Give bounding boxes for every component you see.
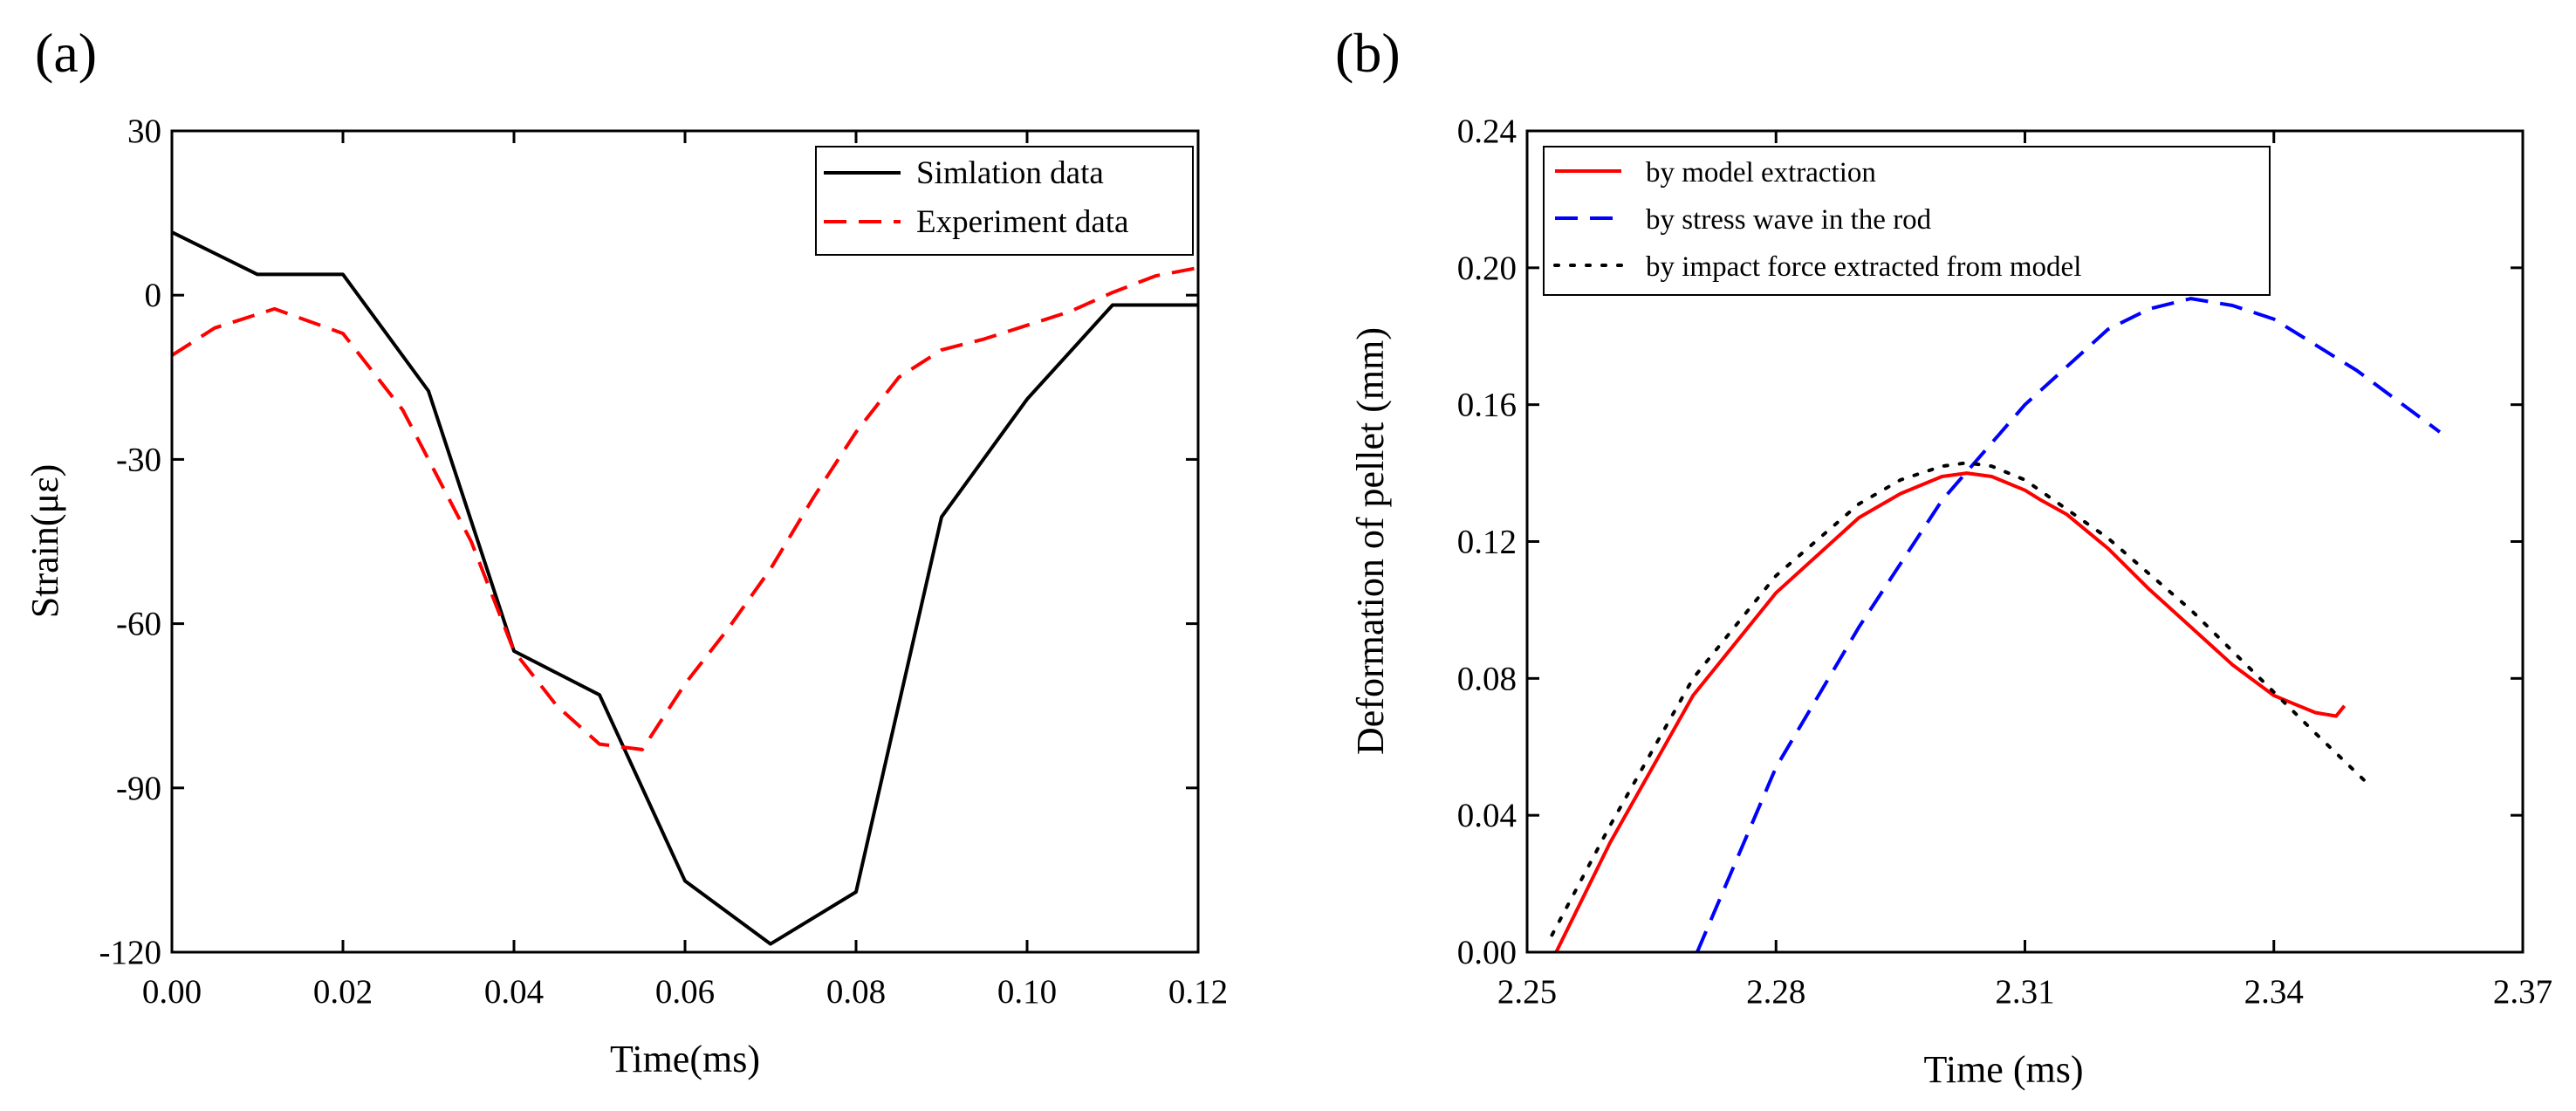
legend-label: Simlation data [916, 155, 1104, 191]
y-tick-label: 0.08 [1457, 660, 1517, 697]
panel-b-legend: by model extraction by stress wave in the… [1543, 146, 2271, 296]
panel-a-y-axis-title: Strain(με) [24, 464, 66, 618]
legend-label: by stress wave in the rod [1646, 204, 1932, 236]
y-tick-label: -90 [116, 770, 161, 807]
x-tick-label: 0.08 [826, 973, 886, 1011]
series-line-by-stress-wave-in-the-rod [1696, 297, 2442, 953]
y-tick-label: 0.20 [1457, 250, 1517, 287]
y-tick-label: 0.12 [1457, 524, 1517, 561]
y-tick-label: 0.00 [1457, 934, 1517, 971]
legend-label: by model extraction [1646, 157, 1876, 189]
panel-a-legend: Simlation data Experiment data [815, 146, 1194, 256]
panel-a-chart: (a) 0.00 0.02 0.04 0.06 0.08 0.10 0.12 30 0 -30 -6… [24, 22, 1228, 1080]
series-line-experiment-data [170, 265, 1199, 751]
panel-b-ticks: 2.25 2.28 2.31 2.34 2.37 0.00 0.04 0.08 0.12 0.16… [1457, 113, 2552, 1011]
panel-a-plot-frame [170, 129, 1200, 954]
panel-a-label: (a) [35, 22, 97, 84]
series-line-by-model-extraction [1554, 471, 2346, 953]
x-tick-label: 0.06 [655, 973, 715, 1011]
x-tick-label: 0.04 [484, 973, 544, 1011]
panel-b-chart: (b) 2.25 2.28 2.31 2.34 2.37 0.00 0.04 0.08 0.12… [1335, 22, 2552, 1091]
panel-b-x-axis-title: Time (ms) [1924, 1048, 2084, 1091]
x-tick-label: 2.28 [1746, 973, 1805, 1011]
panel-a-x-axis-title: Time(ms) [610, 1038, 760, 1080]
x-tick-label: 0.02 [313, 973, 373, 1011]
series-line-simlation-data [171, 230, 1198, 946]
panel-a-series [170, 230, 1199, 946]
y-tick-label: 0.24 [1457, 113, 1517, 150]
x-tick-label: 2.31 [1995, 973, 2054, 1011]
legend-label: by impact force extracted from model [1646, 251, 2081, 283]
panel-b-plot-frame [1525, 129, 2525, 954]
panel-a-legend-box [815, 146, 1194, 256]
x-tick-label: 2.25 [1497, 973, 1557, 1011]
y-tick-label: 30 [127, 113, 161, 150]
y-tick-label: 0.04 [1457, 797, 1517, 834]
x-tick-label: 0.12 [1168, 973, 1228, 1011]
panel-a-ticks: 0.00 0.02 0.04 0.06 0.08 0.10 0.12 30 0 -30 -60 -90… [99, 113, 1229, 1011]
series-line-by-impact-force-extracted-from-model [1550, 461, 2367, 937]
panel-b-y-axis-title: Deformation of pellet (mm) [1349, 327, 1392, 755]
y-tick-label: 0 [145, 277, 162, 314]
panel-b-label: (b) [1335, 22, 1401, 84]
panel-b-legend-box [1543, 146, 2271, 296]
y-tick-label: -30 [116, 441, 161, 478]
y-tick-label: 0.16 [1457, 387, 1517, 424]
x-tick-label: 2.34 [2244, 973, 2304, 1011]
legend-label: Experiment data [916, 204, 1128, 240]
x-tick-label: 2.37 [2493, 973, 2552, 1011]
y-tick-label: -120 [99, 934, 162, 971]
x-tick-label: 0.10 [997, 973, 1057, 1011]
y-tick-label: -60 [116, 606, 161, 643]
panel-b-series [1550, 297, 2442, 953]
x-tick-label: 0.00 [142, 973, 202, 1011]
